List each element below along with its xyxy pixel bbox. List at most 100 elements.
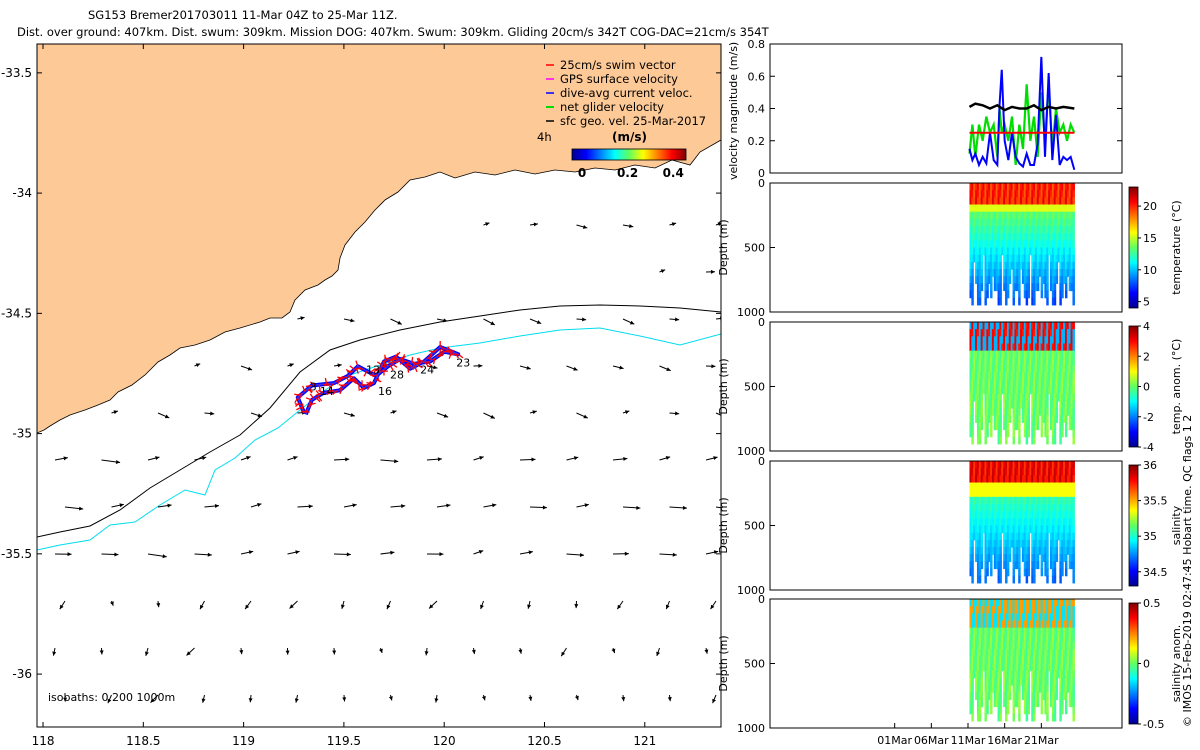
section-cell	[1014, 393, 1017, 402]
section-cell	[1063, 692, 1066, 700]
section-cell	[1006, 218, 1010, 227]
section-cell	[1057, 649, 1060, 657]
section-cell	[997, 254, 1001, 263]
section-cell	[1036, 554, 1040, 562]
section-cell	[975, 190, 978, 198]
section-cell	[986, 372, 989, 380]
section-cell	[1016, 343, 1019, 352]
section-cell	[986, 218, 989, 227]
section-cell	[1020, 379, 1023, 388]
section-cell	[976, 283, 980, 292]
section-cell	[1036, 204, 1040, 213]
section-cell	[1059, 475, 1062, 484]
section-cell	[993, 547, 997, 555]
section-cell	[1021, 634, 1025, 643]
section-cell	[1055, 504, 1059, 512]
section-cell	[1010, 357, 1014, 366]
section-cell	[997, 620, 1001, 629]
section-cell	[1031, 677, 1034, 686]
section-cell	[984, 297, 987, 306]
section-cell	[1025, 357, 1029, 366]
section-cell	[990, 634, 993, 643]
section-cell	[1036, 461, 1040, 469]
section-cell	[993, 415, 997, 423]
section-cell	[973, 336, 976, 345]
section-cell	[1012, 408, 1016, 416]
section-cell	[1059, 599, 1062, 607]
section-cell	[976, 620, 980, 629]
section-cell	[984, 372, 987, 380]
section-cell	[1048, 233, 1051, 241]
section-cell	[1016, 276, 1019, 284]
section-cell	[1010, 254, 1014, 263]
section-cell	[986, 183, 989, 191]
section-cell	[1012, 183, 1016, 191]
section-cell	[990, 204, 993, 213]
swim-vector	[454, 352, 459, 359]
velocity-series-blue	[968, 56, 1076, 171]
section-cell	[1070, 336, 1074, 345]
section-cell	[982, 496, 986, 505]
section-cell	[1014, 357, 1017, 366]
section-cell	[1012, 386, 1016, 395]
section-cell	[1053, 254, 1057, 263]
section-cell	[1070, 218, 1074, 227]
section-cell	[1040, 649, 1044, 657]
swim-vector	[394, 360, 401, 364]
section-cell	[1033, 218, 1036, 227]
section-cell	[1064, 322, 1068, 330]
section-cell	[1036, 656, 1040, 665]
section-cell	[1008, 197, 1012, 206]
section-cell	[1001, 482, 1004, 491]
section-cell	[1027, 204, 1030, 213]
section-cell	[1033, 489, 1036, 498]
section-cell	[1072, 247, 1075, 256]
section-cell	[1003, 357, 1006, 366]
section-cell	[986, 379, 989, 388]
section-cell	[976, 575, 980, 584]
section-cell	[973, 504, 976, 512]
section-cell	[1053, 489, 1057, 498]
section-cell	[1035, 218, 1038, 227]
section-cell	[1023, 372, 1027, 380]
section-cell	[1055, 269, 1059, 277]
section-cell	[1029, 365, 1032, 373]
section-cell	[1036, 613, 1040, 622]
section-cell	[1005, 233, 1008, 241]
section-colorbar-tick-label: 0	[1143, 381, 1150, 394]
section-colorbar-tick-label: 15	[1143, 232, 1157, 245]
section-cell	[993, 183, 997, 191]
geo-velocity-arrow	[529, 318, 542, 325]
section-cell	[1023, 408, 1027, 416]
section-cell	[978, 211, 982, 220]
section-cell	[975, 489, 978, 498]
section-cell	[988, 197, 991, 206]
section-cell	[1033, 656, 1036, 665]
section-cell	[1036, 606, 1040, 614]
section-cell	[1018, 350, 1021, 359]
section-cell	[1061, 568, 1064, 577]
section-cell	[995, 685, 999, 693]
section-cell	[1064, 415, 1068, 423]
section-cell	[990, 276, 993, 284]
section-cell	[1038, 613, 1042, 622]
section-cell	[991, 197, 995, 206]
section-cell	[1064, 240, 1068, 249]
section-cell	[1016, 699, 1019, 708]
section-cell	[991, 504, 995, 512]
section-cell	[1006, 554, 1010, 562]
section-cell	[984, 468, 987, 476]
section-cell	[1016, 468, 1019, 476]
section-cell	[1010, 190, 1014, 198]
section-cell	[1038, 599, 1042, 607]
section-cell	[1040, 350, 1044, 359]
section-cell	[1025, 393, 1029, 402]
section-cell	[969, 482, 972, 491]
section-cell	[995, 554, 999, 562]
section-cell	[969, 489, 972, 498]
section-cell	[1070, 350, 1074, 359]
section-cell	[1046, 386, 1049, 395]
section-cell	[1020, 634, 1023, 643]
section-cell	[1035, 561, 1038, 570]
section-cell	[1018, 283, 1021, 292]
